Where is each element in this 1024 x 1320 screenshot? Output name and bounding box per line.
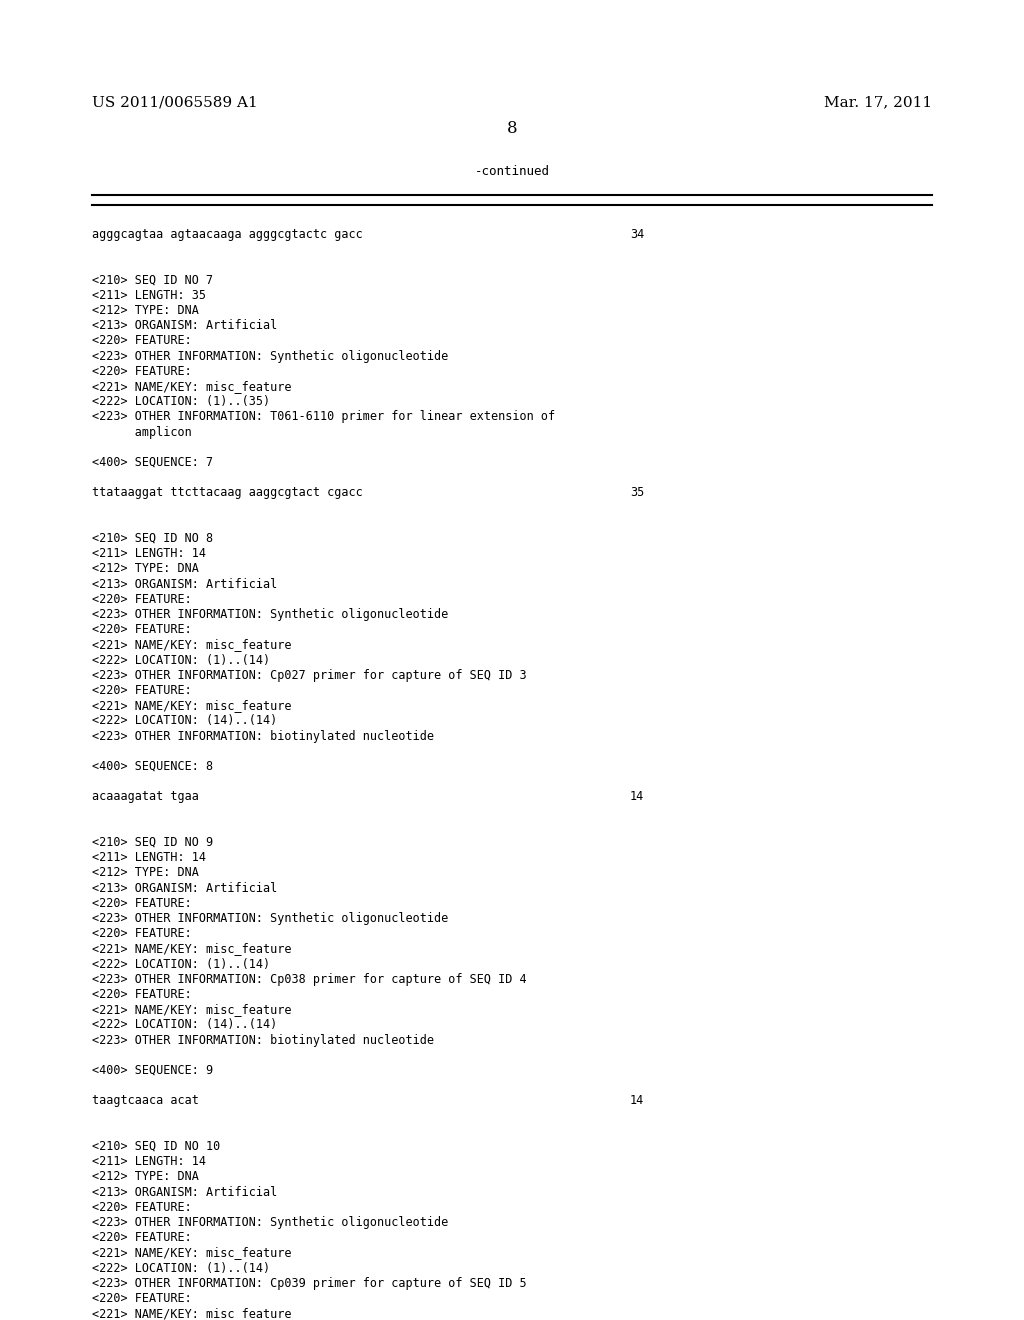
Text: ttataaggat ttcttacaag aaggcgtact cgacc: ttataaggat ttcttacaag aaggcgtact cgacc xyxy=(92,486,362,499)
Text: <223> OTHER INFORMATION: biotinylated nucleotide: <223> OTHER INFORMATION: biotinylated nu… xyxy=(92,1034,434,1047)
Text: <222> LOCATION: (1)..(14): <222> LOCATION: (1)..(14) xyxy=(92,1262,270,1275)
Text: <400> SEQUENCE: 8: <400> SEQUENCE: 8 xyxy=(92,760,213,774)
Text: <400> SEQUENCE: 9: <400> SEQUENCE: 9 xyxy=(92,1064,213,1077)
Text: <212> TYPE: DNA: <212> TYPE: DNA xyxy=(92,866,199,879)
Text: <220> FEATURE:: <220> FEATURE: xyxy=(92,1232,191,1245)
Text: taagtcaaca acat: taagtcaaca acat xyxy=(92,1094,199,1107)
Text: 14: 14 xyxy=(630,791,644,804)
Text: <220> FEATURE:: <220> FEATURE: xyxy=(92,593,191,606)
Text: <220> FEATURE:: <220> FEATURE: xyxy=(92,334,191,347)
Text: <220> FEATURE:: <220> FEATURE: xyxy=(92,623,191,636)
Text: <223> OTHER INFORMATION: Cp039 primer for capture of SEQ ID 5: <223> OTHER INFORMATION: Cp039 primer fo… xyxy=(92,1276,526,1290)
Text: <222> LOCATION: (14)..(14): <222> LOCATION: (14)..(14) xyxy=(92,1019,278,1031)
Text: amplicon: amplicon xyxy=(92,425,191,438)
Text: <223> OTHER INFORMATION: biotinylated nucleotide: <223> OTHER INFORMATION: biotinylated nu… xyxy=(92,730,434,743)
Text: <220> FEATURE:: <220> FEATURE: xyxy=(92,684,191,697)
Text: <212> TYPE: DNA: <212> TYPE: DNA xyxy=(92,562,199,576)
Text: <213> ORGANISM: Artificial: <213> ORGANISM: Artificial xyxy=(92,1185,278,1199)
Text: <220> FEATURE:: <220> FEATURE: xyxy=(92,896,191,909)
Text: <221> NAME/KEY: misc_feature: <221> NAME/KEY: misc_feature xyxy=(92,1003,292,1016)
Text: <220> FEATURE:: <220> FEATURE: xyxy=(92,987,191,1001)
Text: <210> SEQ ID NO 10: <210> SEQ ID NO 10 xyxy=(92,1140,220,1152)
Text: <212> TYPE: DNA: <212> TYPE: DNA xyxy=(92,304,199,317)
Text: <213> ORGANISM: Artificial: <213> ORGANISM: Artificial xyxy=(92,882,278,895)
Text: <222> LOCATION: (1)..(14): <222> LOCATION: (1)..(14) xyxy=(92,653,270,667)
Text: <211> LENGTH: 14: <211> LENGTH: 14 xyxy=(92,1155,206,1168)
Text: <211> LENGTH: 14: <211> LENGTH: 14 xyxy=(92,548,206,560)
Text: <221> NAME/KEY: misc_feature: <221> NAME/KEY: misc_feature xyxy=(92,639,292,651)
Text: <221> NAME/KEY: misc_feature: <221> NAME/KEY: misc_feature xyxy=(92,942,292,956)
Text: <223> OTHER INFORMATION: Cp027 primer for capture of SEQ ID 3: <223> OTHER INFORMATION: Cp027 primer fo… xyxy=(92,669,526,682)
Text: <223> OTHER INFORMATION: Synthetic oligonucleotide: <223> OTHER INFORMATION: Synthetic oligo… xyxy=(92,350,449,363)
Text: <221> NAME/KEY: misc_feature: <221> NAME/KEY: misc_feature xyxy=(92,1246,292,1259)
Text: <211> LENGTH: 35: <211> LENGTH: 35 xyxy=(92,289,206,302)
Text: <210> SEQ ID NO 7: <210> SEQ ID NO 7 xyxy=(92,273,213,286)
Text: <212> TYPE: DNA: <212> TYPE: DNA xyxy=(92,1171,199,1184)
Text: <223> OTHER INFORMATION: Synthetic oligonucleotide: <223> OTHER INFORMATION: Synthetic oligo… xyxy=(92,609,449,620)
Text: <210> SEQ ID NO 8: <210> SEQ ID NO 8 xyxy=(92,532,213,545)
Text: -continued: -continued xyxy=(474,165,550,178)
Text: US 2011/0065589 A1: US 2011/0065589 A1 xyxy=(92,95,258,110)
Text: 34: 34 xyxy=(630,228,644,242)
Text: <211> LENGTH: 14: <211> LENGTH: 14 xyxy=(92,851,206,865)
Text: acaaagatat tgaa: acaaagatat tgaa xyxy=(92,791,199,804)
Text: <213> ORGANISM: Artificial: <213> ORGANISM: Artificial xyxy=(92,578,278,590)
Text: <213> ORGANISM: Artificial: <213> ORGANISM: Artificial xyxy=(92,319,278,333)
Text: <210> SEQ ID NO 9: <210> SEQ ID NO 9 xyxy=(92,836,213,849)
Text: <220> FEATURE:: <220> FEATURE: xyxy=(92,1292,191,1305)
Text: <222> LOCATION: (1)..(35): <222> LOCATION: (1)..(35) xyxy=(92,395,270,408)
Text: 14: 14 xyxy=(630,1094,644,1107)
Text: <222> LOCATION: (14)..(14): <222> LOCATION: (14)..(14) xyxy=(92,714,278,727)
Text: <220> FEATURE:: <220> FEATURE: xyxy=(92,927,191,940)
Text: <221> NAME/KEY: misc_feature: <221> NAME/KEY: misc_feature xyxy=(92,380,292,393)
Text: <221> NAME/KEY: misc_feature: <221> NAME/KEY: misc_feature xyxy=(92,700,292,713)
Text: <222> LOCATION: (1)..(14): <222> LOCATION: (1)..(14) xyxy=(92,957,270,970)
Text: <220> FEATURE:: <220> FEATURE: xyxy=(92,1201,191,1214)
Text: <223> OTHER INFORMATION: T061-6110 primer for linear extension of: <223> OTHER INFORMATION: T061-6110 prime… xyxy=(92,411,555,424)
Text: 8: 8 xyxy=(507,120,517,137)
Text: <223> OTHER INFORMATION: Synthetic oligonucleotide: <223> OTHER INFORMATION: Synthetic oligo… xyxy=(92,912,449,925)
Text: 35: 35 xyxy=(630,486,644,499)
Text: <223> OTHER INFORMATION: Synthetic oligonucleotide: <223> OTHER INFORMATION: Synthetic oligo… xyxy=(92,1216,449,1229)
Text: Mar. 17, 2011: Mar. 17, 2011 xyxy=(823,95,932,110)
Text: <221> NAME/KEY: misc_feature: <221> NAME/KEY: misc_feature xyxy=(92,1307,292,1320)
Text: <220> FEATURE:: <220> FEATURE: xyxy=(92,364,191,378)
Text: agggcagtaa agtaacaaga agggcgtactc gacc: agggcagtaa agtaacaaga agggcgtactc gacc xyxy=(92,228,362,242)
Text: <223> OTHER INFORMATION: Cp038 primer for capture of SEQ ID 4: <223> OTHER INFORMATION: Cp038 primer fo… xyxy=(92,973,526,986)
Text: <400> SEQUENCE: 7: <400> SEQUENCE: 7 xyxy=(92,455,213,469)
